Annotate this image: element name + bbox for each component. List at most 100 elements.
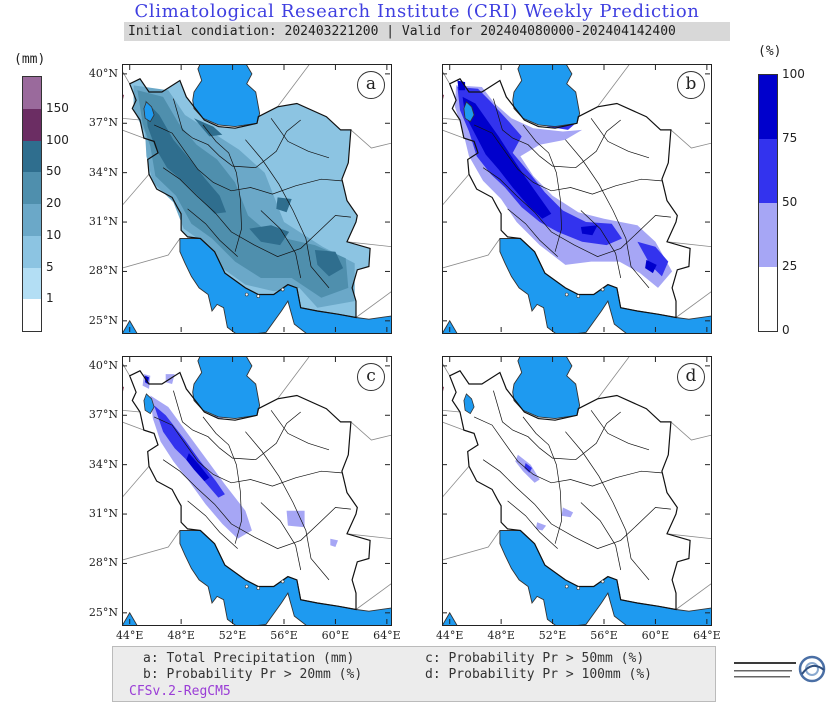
country-border-line [443,238,501,269]
precip-unit-label: (mm) [14,52,46,67]
country-border-line [123,466,150,498]
map-panel-b-prob-20mm: b [442,64,712,334]
colorbar-swatch [759,267,777,331]
country-border-line [346,533,391,539]
panel-label-a: a [357,71,385,99]
island [600,579,605,584]
prob-colorbar-label: 25 [782,259,798,273]
country-border-line [277,357,310,400]
province-border [270,410,330,451]
country-border-line [597,357,630,400]
country-border-line [346,241,391,247]
province-border [507,500,558,549]
shaded-region [137,90,349,298]
island [564,584,569,589]
country-border-line [443,174,470,206]
province-border [565,431,650,581]
latitude-tick-label: 31°N [88,507,118,521]
prob-colorbar [758,74,778,332]
lake-urmia [143,393,155,415]
shaded-region [314,250,344,277]
prob-colorbar-label: 100 [782,67,805,81]
longitude-tick-label: 44°E [115,629,144,642]
longitude-tick-label: 48°E [487,629,515,642]
country-border-line [670,129,711,149]
country-border-line [123,530,181,561]
latitude-tick-label: 28°N [88,556,118,570]
longitude-tick-label: 44°E [435,629,464,642]
precip-colorbar [22,76,42,332]
country-outline [448,78,691,319]
country-border-line [123,117,141,121]
province-border [187,208,238,257]
country-border-line [350,129,391,149]
colorbar-swatch [759,139,777,203]
longitude-tick-label: 64°E [373,629,401,642]
shaded-region [154,405,225,498]
colorbar-swatch [759,203,777,267]
longitude-tick-label: 56°E [270,629,298,642]
colorbar-swatch [23,172,41,204]
prob-colorbar-label: 0 [782,323,790,337]
shaded-region [330,538,338,547]
precip-colorbar-label: 1 [46,291,54,306]
latitude-tick-label: 25°N [88,313,118,327]
latitude-tick-label: 40°N [88,358,118,372]
island [256,586,261,590]
precip-colorbar-label: 150 [46,100,69,115]
sea-region [192,357,261,420]
island [244,292,249,297]
colorbar-swatch [23,235,41,268]
country-border-line [123,238,181,269]
country-border-line [277,65,310,108]
province-border [202,416,242,544]
country-border-line [670,421,711,441]
country-border-line [443,363,451,377]
panel-label-d: d [677,363,705,391]
shaded-region [524,463,532,473]
province-border [162,459,351,549]
shaded-region [637,241,669,277]
colorbar-swatch [23,108,41,141]
country-border-line [675,291,711,318]
colorbar-swatch [23,204,41,236]
country-outline [128,370,371,611]
shaded-region [186,453,210,482]
country-border-line [355,583,391,610]
prob-colorbar-label: 50 [782,195,798,209]
province-border [473,416,662,487]
latitude-tick-label: 25°N [88,605,118,619]
precip-colorbar-label: 50 [46,164,62,179]
colorbar-swatch [23,140,41,173]
legend-item-b: b: Probability Pr > 20mm (%) [143,667,363,682]
island [244,584,249,589]
lake-urmia [463,101,475,123]
shaded-region [462,96,552,219]
province-border [580,502,622,571]
map-panel-c-prob-50mm: c [122,356,392,626]
country-border-line [443,117,461,121]
province-border [187,500,238,549]
country-border-line [123,129,145,139]
province-border [565,139,650,289]
map-canvas [443,65,711,333]
sea-region [443,611,458,625]
page-title: Climatological Research Institute (CRI) … [134,1,700,22]
shaded-region [535,522,547,531]
country-border-line [123,409,141,413]
province-border [590,410,650,451]
model-name: CFSv.2-RegCM5 [129,684,231,699]
shaded-region [286,510,305,528]
colorbar-swatch [23,77,41,109]
map-panel-a-total-precipitation: a [122,64,392,334]
latitude-tick-label: 28°N [88,264,118,278]
longitude-tick-label: 60°E [321,629,350,642]
country-outline [448,370,691,611]
latitude-tick-label: 31°N [88,215,118,229]
country-border-line [355,291,391,318]
country-border-line [123,174,150,206]
shaded-region [645,259,657,274]
shaded-region [145,100,227,214]
latitude-tick-label: 34°N [88,165,118,179]
province-border [482,167,671,257]
